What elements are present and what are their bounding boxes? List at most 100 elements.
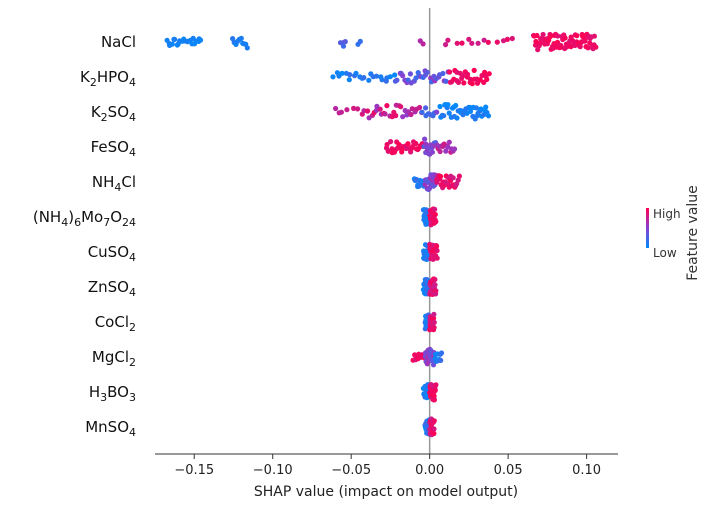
data-point (431, 319, 437, 325)
data-point (587, 40, 593, 46)
data-point (443, 78, 449, 84)
data-point (385, 148, 391, 154)
feature-label: MgCl2 (92, 348, 136, 369)
data-point (432, 206, 438, 212)
feature-label: K2HPO4 (80, 68, 136, 89)
feature-label: CuSO4 (88, 243, 136, 264)
data-point (361, 75, 367, 81)
x-tick-label: 0.10 (572, 463, 601, 478)
data-point (445, 144, 451, 150)
data-point (534, 32, 540, 39)
data-point (446, 110, 452, 116)
data-point (419, 109, 425, 115)
data-point (431, 430, 437, 437)
data-point (430, 362, 437, 368)
data-point (445, 37, 451, 43)
data-point (500, 38, 507, 44)
data-point (431, 418, 437, 424)
data-point (555, 33, 561, 39)
data-point (432, 211, 438, 218)
data-point (339, 70, 345, 76)
data-point (466, 36, 472, 42)
data-point (384, 141, 390, 148)
data-point (467, 108, 474, 114)
data-point (382, 111, 388, 117)
data-point (447, 69, 453, 75)
data-point (429, 149, 435, 155)
colorbar: High Low Feature value (646, 185, 701, 281)
data-point (475, 40, 481, 46)
data-point (244, 45, 250, 51)
data-point (460, 73, 466, 79)
data-point (453, 102, 459, 109)
data-point (431, 311, 437, 317)
data-point (434, 243, 440, 249)
data-point (393, 113, 399, 119)
data-point (333, 105, 339, 112)
x-tick-label: −0.10 (253, 463, 293, 478)
data-point (434, 255, 440, 261)
data-point (330, 74, 336, 80)
data-point (365, 108, 371, 114)
data-point (437, 173, 444, 179)
data-point (455, 177, 461, 183)
data-point (353, 70, 359, 76)
data-point (440, 70, 446, 77)
data-point (461, 80, 467, 86)
data-point (433, 288, 439, 294)
data-point (377, 106, 383, 112)
feature-label: (NH4)6Mo7O24 (33, 208, 136, 229)
data-point (437, 103, 443, 110)
data-point (424, 69, 430, 75)
data-point (413, 140, 419, 147)
data-point (342, 39, 348, 45)
data-point (420, 41, 426, 47)
data-point (437, 148, 443, 155)
data-point (431, 325, 437, 331)
data-point (400, 73, 406, 79)
data-point (408, 111, 414, 118)
data-point (471, 67, 477, 73)
data-point (591, 33, 598, 39)
data-point (446, 139, 452, 145)
data-point (431, 397, 437, 403)
data-point (400, 114, 406, 120)
feature-label: NaCl (101, 33, 136, 51)
data-point (482, 69, 488, 75)
data-point (347, 72, 353, 78)
data-point (432, 276, 438, 283)
data-point (485, 113, 492, 119)
feature-label: CoCl2 (95, 313, 136, 334)
data-point (432, 282, 438, 288)
x-tick-label: −0.05 (331, 463, 371, 478)
data-point (454, 40, 460, 46)
data-point (509, 35, 515, 42)
data-point (467, 76, 474, 82)
data-point (366, 77, 372, 83)
data-point (535, 47, 541, 53)
data-point (407, 71, 413, 77)
data-point (477, 77, 483, 83)
data-point (373, 73, 380, 79)
data-point (481, 37, 487, 43)
data-point (388, 139, 394, 145)
data-point (409, 144, 416, 150)
data-point (484, 76, 490, 82)
data-point (445, 102, 451, 108)
data-point (456, 173, 462, 179)
data-point (577, 44, 583, 50)
data-point (355, 106, 361, 112)
data-point (473, 105, 479, 111)
data-point (357, 38, 363, 45)
data-point (405, 141, 411, 147)
data-point (438, 357, 444, 363)
feature-label: MnSO4 (85, 418, 136, 439)
data-point (469, 40, 475, 46)
x-tick-label: 0.00 (415, 463, 444, 478)
colorbar-gradient (646, 208, 649, 248)
data-point (469, 81, 475, 87)
data-point (433, 219, 439, 225)
data-point (465, 71, 471, 77)
data-point (574, 33, 580, 39)
data-point (172, 36, 178, 43)
